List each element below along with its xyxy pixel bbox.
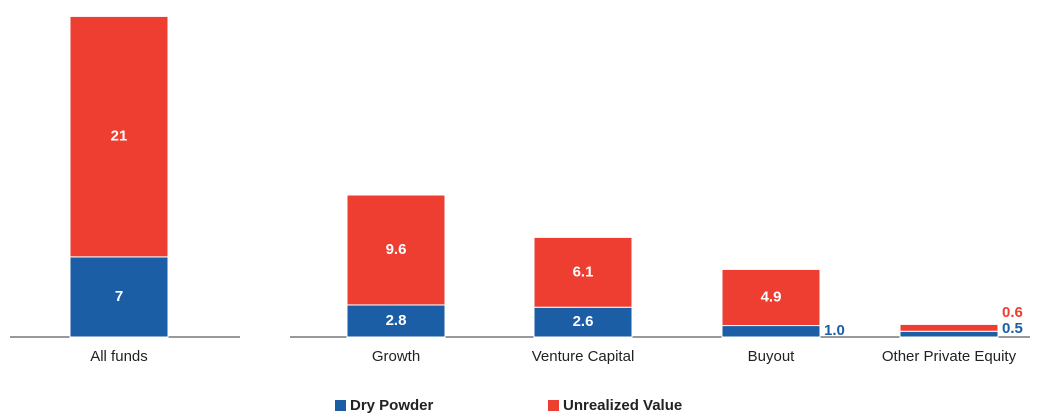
data-label: 1.0 [824, 322, 845, 339]
bar-segment [899, 323, 999, 332]
x-tick-label: Venture Capital [531, 348, 635, 365]
data-label: 2.8 [386, 312, 407, 329]
legend-swatch [548, 400, 559, 411]
x-tick-label: Growth [371, 348, 421, 365]
x-tick-label: All funds [90, 348, 148, 365]
data-label: 0.5 [1002, 320, 1023, 337]
data-label: 6.1 [573, 263, 594, 280]
x-tick-label: Buyout [747, 348, 795, 365]
bar-segment [69, 256, 169, 338]
data-label: 2.6 [573, 313, 594, 330]
bar-segment [533, 306, 633, 338]
legend-swatch [335, 400, 346, 411]
data-label: 0.6 [1002, 304, 1023, 321]
bar-segment [69, 15, 169, 258]
x-tick-label: Other Private Equity [881, 348, 1017, 365]
bar-segment [721, 325, 821, 338]
data-label: 9.6 [386, 241, 407, 258]
data-label: 21 [111, 128, 128, 145]
legend-label: Dry Powder [350, 397, 434, 414]
bar-segment [721, 268, 821, 327]
data-label: 4.9 [761, 288, 782, 305]
legend-label: Unrealized Value [563, 397, 682, 414]
bar-segment [346, 194, 446, 306]
bar-segment [533, 236, 633, 308]
data-label: 7 [115, 288, 123, 305]
bar-segment [899, 330, 999, 338]
